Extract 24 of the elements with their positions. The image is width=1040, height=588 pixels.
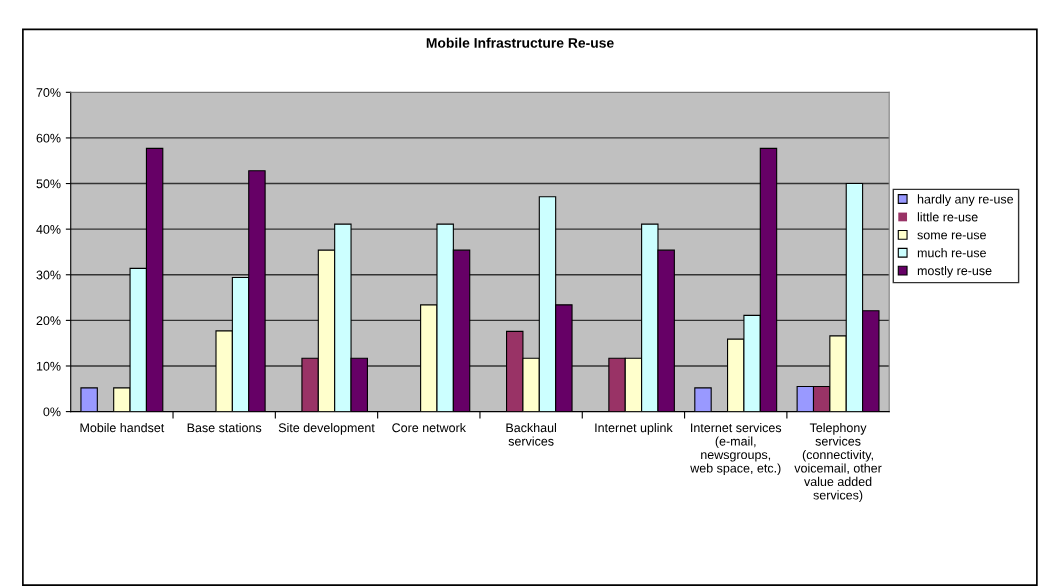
legend-label: some re-use bbox=[917, 232, 986, 240]
y-tick-label: 40% bbox=[36, 224, 61, 234]
x-tick-label: Site development bbox=[278, 423, 375, 435]
y-tick-label: 60% bbox=[36, 133, 61, 143]
y-tick-label: 50% bbox=[36, 179, 61, 189]
y-tick-label: 30% bbox=[36, 270, 61, 280]
x-tick-label: Backhaul services bbox=[506, 423, 556, 446]
x-tick-label: Internet services (e-mail, newsgroups, web space, etc.) bbox=[690, 423, 782, 476]
x-tick-label: Internet uplink bbox=[595, 423, 673, 435]
legend-label: mostly re-use bbox=[917, 265, 992, 278]
x-tick-label: Mobile handset bbox=[80, 423, 165, 433]
x-tick-label: Core network bbox=[392, 423, 466, 433]
x-tick-label: Base stations bbox=[187, 423, 262, 433]
bar bbox=[80, 387, 98, 412]
legend-label: little re-use bbox=[917, 212, 978, 222]
y-tick-label: 20% bbox=[36, 316, 61, 326]
bar bbox=[694, 387, 712, 412]
legend-label: much re-use bbox=[917, 248, 986, 258]
legend-label: hardly any re-use bbox=[917, 194, 1014, 207]
y-tick-label: 70% bbox=[36, 88, 61, 97]
chart-title: Mobile Infrastructure Re-use bbox=[426, 37, 614, 48]
y-tick-label: 10% bbox=[36, 361, 61, 371]
y-tick-label: 0% bbox=[43, 407, 61, 417]
x-tick-label: Telephony services (connectivity, voicemail, other value added services) bbox=[794, 423, 882, 502]
